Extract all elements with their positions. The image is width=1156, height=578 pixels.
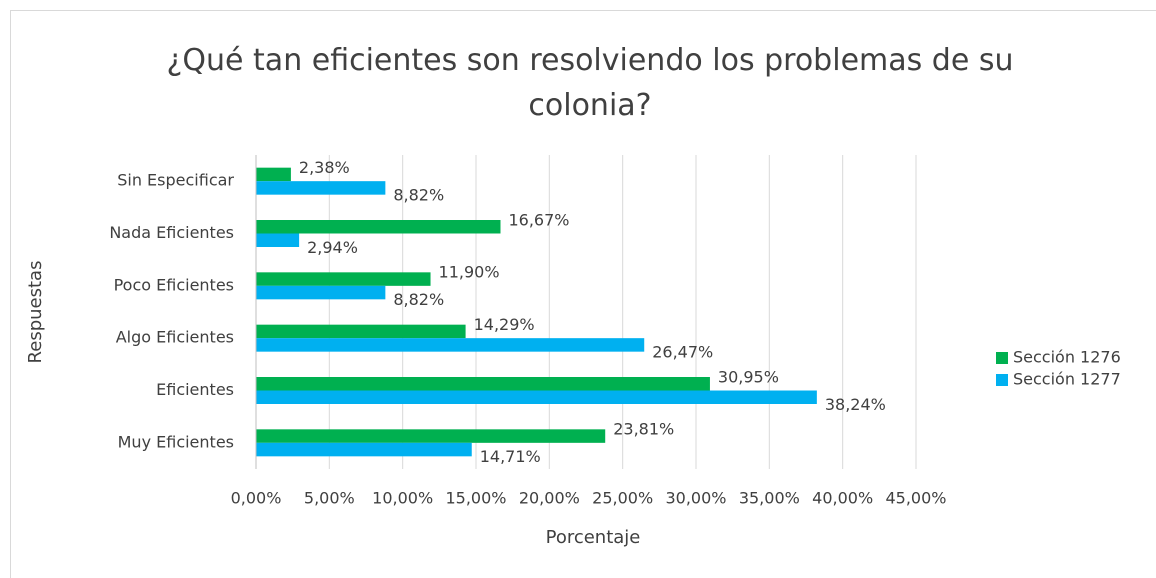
bar bbox=[256, 324, 466, 339]
chart-frame bbox=[10, 10, 1156, 578]
x-tick-label: 20,00% bbox=[519, 489, 580, 508]
y-tick-label: Muy Eficientes bbox=[118, 432, 234, 451]
value-label: 16,67% bbox=[508, 210, 569, 229]
bar bbox=[256, 220, 501, 234]
legend-swatch bbox=[996, 374, 1008, 386]
value-label: 30,95% bbox=[718, 367, 779, 386]
value-label: 11,90% bbox=[439, 263, 500, 282]
x-tick-label: 15,00% bbox=[445, 489, 506, 508]
x-tick-label: 10,00% bbox=[372, 489, 433, 508]
bar bbox=[256, 338, 645, 352]
chart-title: ¿Qué tan eficientes son resolviendo los … bbox=[166, 43, 1014, 123]
value-label: 14,29% bbox=[474, 315, 535, 334]
y-tick-label: Poco Eficientes bbox=[114, 275, 234, 294]
bar bbox=[256, 167, 291, 182]
bar bbox=[256, 377, 710, 391]
value-label: 26,47% bbox=[652, 342, 713, 361]
value-label: 38,24% bbox=[825, 395, 886, 414]
value-label: 8,82% bbox=[393, 290, 444, 309]
x-tick-label: 40,00% bbox=[812, 489, 873, 508]
bar bbox=[256, 181, 386, 195]
value-label: 2,38% bbox=[299, 158, 350, 177]
y-tick-label: Nada Eficientes bbox=[109, 223, 234, 242]
y-tick-label: Sin Especificar bbox=[117, 171, 234, 190]
x-tick-label: 5,00% bbox=[304, 489, 355, 508]
value-label: 23,81% bbox=[613, 420, 674, 439]
value-label: 14,71% bbox=[480, 447, 541, 466]
bar bbox=[256, 429, 606, 443]
bar bbox=[256, 272, 431, 286]
bar bbox=[256, 233, 300, 247]
x-tick-label: 0,00% bbox=[231, 489, 282, 508]
y-axis-title: Respuestas bbox=[25, 261, 46, 364]
bar bbox=[256, 442, 472, 457]
value-label: 2,94% bbox=[307, 238, 358, 257]
legend-swatch bbox=[996, 352, 1008, 364]
value-label: 8,82% bbox=[393, 185, 444, 204]
y-tick-label: Algo Eficientes bbox=[116, 328, 234, 347]
bar bbox=[256, 285, 386, 300]
y-tick-label: Eficientes bbox=[156, 380, 234, 399]
x-tick-label: 45,00% bbox=[885, 489, 946, 508]
legend-label: Sección 1276 bbox=[1013, 348, 1121, 367]
x-tick-label: 35,00% bbox=[739, 489, 800, 508]
x-axis-title: Porcentaje bbox=[546, 527, 641, 548]
bar bbox=[256, 390, 817, 404]
legend-label: Sección 1277 bbox=[1013, 370, 1121, 389]
x-tick-label: 30,00% bbox=[665, 489, 726, 508]
x-tick-label: 25,00% bbox=[592, 489, 653, 508]
